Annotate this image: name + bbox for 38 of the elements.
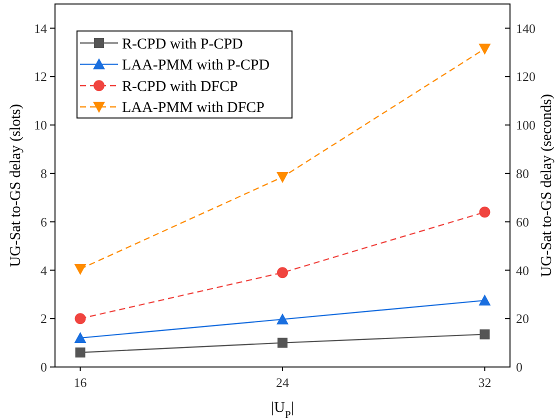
point [480, 329, 490, 340]
legend-label: LAA-PMM with P-CPD [122, 58, 270, 74]
point [278, 338, 288, 348]
point [74, 332, 86, 343]
y2-tick-label: 20 [516, 311, 529, 326]
y2-tick-label: 120 [516, 69, 536, 84]
legend-label: R-CPD with P-CPD [122, 36, 244, 52]
y2-tick-label: 0 [516, 360, 522, 375]
point [478, 294, 491, 306]
y-tick-label: 8 [40, 166, 47, 181]
point [74, 264, 86, 275]
y2-tick-label: 40 [516, 262, 529, 278]
x-tick-label: 24 [276, 375, 290, 390]
x-tick-label: 32 [478, 375, 492, 390]
point [74, 313, 86, 324]
y-tick-label: 6 [40, 214, 48, 230]
y-tick-label: 0 [40, 360, 47, 375]
y2-tick-label: 80 [516, 166, 529, 181]
legend-label: LAA-PMM with DFCP [122, 100, 265, 116]
y-tick-label: 12 [34, 69, 47, 84]
y-axis-title: UG-Sat to-GS delay (slots) [8, 104, 24, 267]
y2-tick-label: 60 [516, 214, 529, 230]
point [276, 172, 288, 184]
y2-tick-label: 100 [516, 118, 536, 133]
point [479, 206, 490, 218]
x-axis-title: |U$_{P}$| [271, 400, 294, 420]
y-tick-label: 10 [34, 118, 47, 133]
point [277, 267, 288, 278]
point [75, 347, 86, 358]
y2-tick-label: 140 [516, 20, 536, 36]
y-tick-label: 14 [34, 20, 48, 36]
y-tick-label: 2 [40, 311, 47, 326]
x-tick-label: 16 [74, 375, 88, 390]
legend-label: R-CPD with DFCP [122, 78, 238, 95]
point [478, 44, 491, 55]
point [276, 313, 288, 324]
y2-axis-title: UG-Sat to-GS delay (seconds) [539, 94, 555, 277]
y-tick-label: 4 [40, 262, 48, 278]
